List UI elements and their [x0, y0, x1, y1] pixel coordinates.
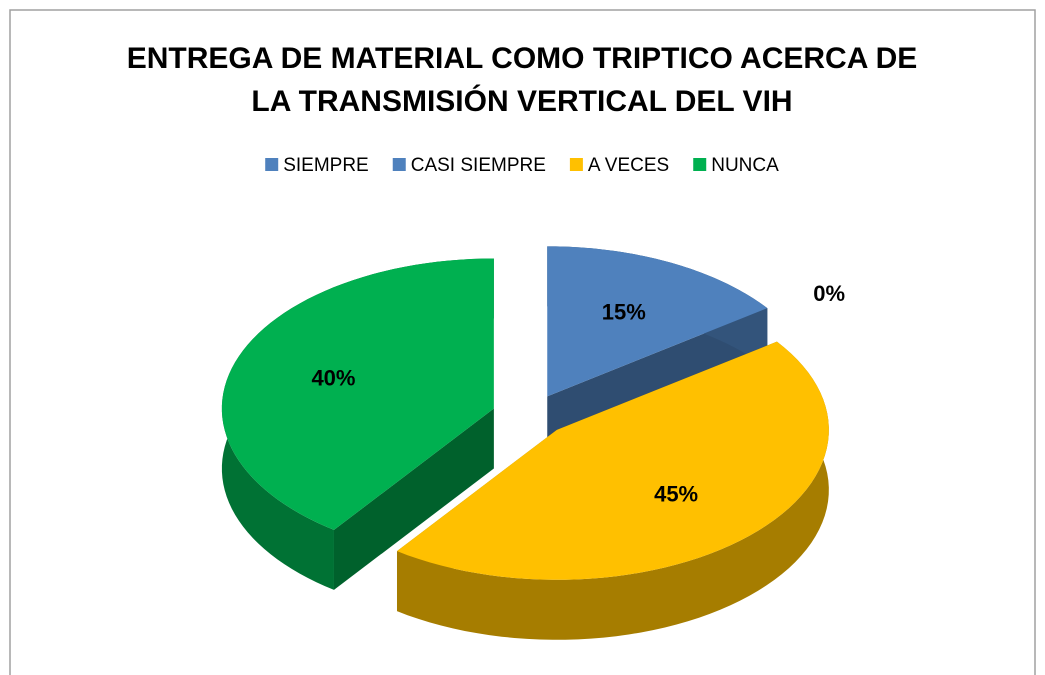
slice — [547, 246, 768, 397]
chart-title: ENTREGA DE MATERIAL COMO TRIPTICO ACERCA… — [127, 42, 918, 75]
legend-label: A VECES — [588, 155, 669, 176]
legend-swatch — [693, 158, 707, 171]
data-label: 0% — [813, 281, 845, 306]
data-label: 15% — [602, 299, 646, 324]
legend-label: CASI SIEMPRE — [411, 155, 546, 176]
slice — [396, 341, 829, 580]
legend-swatch — [569, 158, 583, 171]
chart-title: LA TRANSMISIÓN VERTICAL DEL VIH — [251, 84, 792, 118]
pie: 15% 0% 45% 40% — [221, 246, 845, 640]
legend-swatch — [265, 158, 279, 171]
data-label: 40% — [311, 366, 355, 391]
legend-label: SIEMPRE — [283, 155, 369, 176]
slice — [221, 258, 494, 530]
legend-swatch — [392, 158, 406, 171]
data-label: 45% — [654, 481, 698, 506]
slice-side — [333, 408, 494, 590]
slice-outer-wall — [396, 341, 829, 640]
legend-label: NUNCA — [711, 155, 779, 176]
legend: SIEMPRE CASI SIEMPRE A VECES NUNCA — [265, 155, 779, 176]
